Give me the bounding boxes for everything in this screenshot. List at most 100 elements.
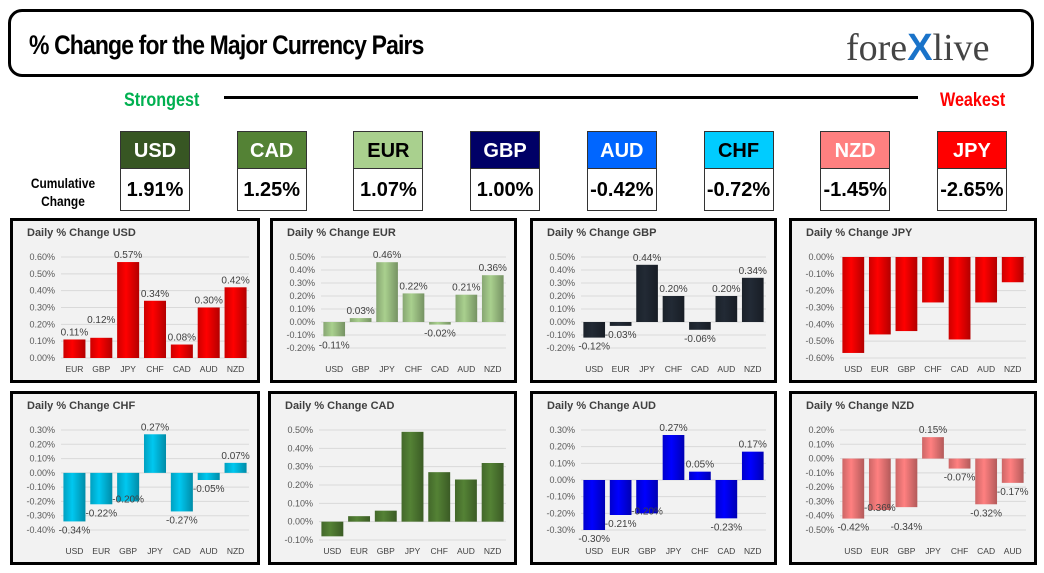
data-label: 0.30% (195, 296, 223, 307)
bar-gbp (117, 472, 140, 502)
x-tick-label: EUR (92, 546, 110, 556)
y-tick-label: 0.20% (29, 319, 55, 329)
x-tick-label: GBP (638, 546, 656, 556)
data-label: -0.42% (837, 523, 869, 534)
bar-chart: -0.20% -0.10% 0.00% 0.10% 0.20% 0.30% 0.40% 0.5… (546, 252, 767, 374)
bar-cad (975, 458, 998, 505)
x-tick-label: CHF (430, 546, 447, 556)
cumulative-change-value: 1.07% (353, 169, 424, 211)
y-tick-label: 0.20% (29, 439, 55, 449)
y-tick-label: 0.00% (289, 317, 315, 327)
bar-chf (662, 296, 685, 322)
y-tick-label: -0.20% (286, 343, 315, 353)
bar-usd (842, 257, 865, 353)
data-label: -0.20% (112, 494, 144, 505)
y-tick-label: 0.30% (289, 278, 315, 288)
y-tick-label: 0.40% (289, 265, 315, 275)
data-label: 0.34% (141, 289, 169, 300)
y-tick-label: 0.20% (808, 425, 834, 435)
data-label: 0.34% (739, 266, 767, 277)
currency-card-usd: USD 1.91% (120, 131, 190, 211)
chart-title: Daily % Change JPY (806, 227, 913, 239)
y-tick-label: 0.00% (549, 475, 575, 485)
bar-nzd (481, 463, 504, 522)
data-label: -0.07% (944, 473, 976, 484)
x-tick-label: NZD (484, 364, 501, 374)
x-tick-label: GBP (92, 364, 110, 374)
y-tick-label: -0.20% (805, 482, 834, 492)
y-tick-label: -0.10% (805, 269, 834, 279)
data-label: 0.21% (452, 283, 480, 294)
currency-card-cad: CAD 1.25% (236, 131, 307, 211)
y-tick-label: 0.10% (549, 458, 575, 468)
cumulative-label-line2: Change (41, 193, 85, 209)
y-tick-label: -0.10% (284, 535, 313, 545)
y-tick-label: 0.30% (549, 425, 575, 435)
bar-aud (715, 296, 738, 322)
bar-cad (170, 344, 193, 358)
y-tick-label: 0.00% (29, 353, 55, 363)
bar-nzd (741, 277, 764, 322)
x-tick-label: AUD (200, 364, 218, 374)
data-label: 0.03% (346, 306, 374, 317)
x-tick-label: AUD (457, 546, 475, 556)
currency-card-aud: AUD -0.42% (586, 131, 657, 211)
bar-chf (143, 300, 167, 358)
y-tick-label: -0.40% (26, 525, 55, 535)
data-label: -0.05% (193, 484, 225, 495)
y-tick-label: 0.00% (808, 454, 834, 464)
data-label: -0.02% (424, 329, 456, 340)
data-label: 0.07% (221, 451, 249, 462)
cumulative-change-value: -0.72% (703, 169, 774, 211)
bar-gbp (636, 480, 658, 514)
bar-eur (609, 322, 632, 326)
y-tick-label: 0.30% (549, 278, 575, 288)
data-label: -0.03% (605, 330, 637, 341)
bar-usd (842, 458, 865, 519)
x-tick-label: JPY (120, 364, 136, 374)
y-tick-label: 0.10% (29, 336, 55, 346)
currency-name: AUD (586, 131, 657, 169)
currency-card-eur: EUR 1.07% (353, 131, 424, 211)
bar-chf (948, 458, 971, 469)
y-tick-label: 0.20% (549, 442, 575, 452)
data-label: -0.06% (684, 334, 716, 345)
chart-panel-jpy: Daily % Change JPY -0.60% -0.50% -0.40% -0.3… (789, 218, 1037, 383)
bar-aud (975, 257, 998, 303)
bar-jpy (636, 264, 658, 322)
y-tick-label: 0.40% (287, 443, 313, 453)
y-tick-label: 0.00% (808, 252, 834, 262)
chart-title: Daily % Change CHF (27, 400, 136, 412)
y-tick-label: -0.10% (546, 330, 575, 340)
x-tick-label: AUD (457, 364, 475, 374)
data-label: 0.46% (373, 250, 401, 261)
x-tick-label: USD (585, 546, 603, 556)
bar-jpy (117, 262, 140, 358)
bar-usd (323, 322, 346, 337)
x-tick-label: JPY (379, 364, 395, 374)
bar-gbp (895, 458, 918, 508)
bar-nzd (741, 451, 764, 480)
bar-aud (197, 472, 220, 480)
data-label: 0.12% (87, 315, 115, 326)
y-tick-label: 0.00% (29, 468, 55, 478)
bar-nzd (224, 462, 247, 473)
y-tick-label: -0.20% (546, 343, 575, 353)
data-label: 0.27% (141, 422, 169, 433)
data-label: 0.42% (221, 275, 249, 286)
bar-chart: -0.10% 0.00% 0.10% 0.20% 0.30% 0.40% 0.50% USD E… (284, 425, 506, 556)
data-label: 0.27% (659, 423, 687, 434)
bar-eur (348, 516, 371, 522)
x-tick-label: NZD (484, 546, 501, 556)
data-label: 0.57% (114, 250, 142, 261)
x-tick-label: USD (323, 546, 341, 556)
y-tick-label: -0.40% (805, 319, 834, 329)
x-tick-label: NZD (1004, 364, 1021, 374)
y-tick-label: 0.10% (549, 304, 575, 314)
y-tick-label: -0.60% (805, 353, 834, 363)
x-tick-label: EUR (612, 546, 630, 556)
bar-usd (583, 322, 606, 338)
chart-title: Daily % Change CAD (285, 400, 395, 412)
bar-eur (90, 472, 113, 505)
